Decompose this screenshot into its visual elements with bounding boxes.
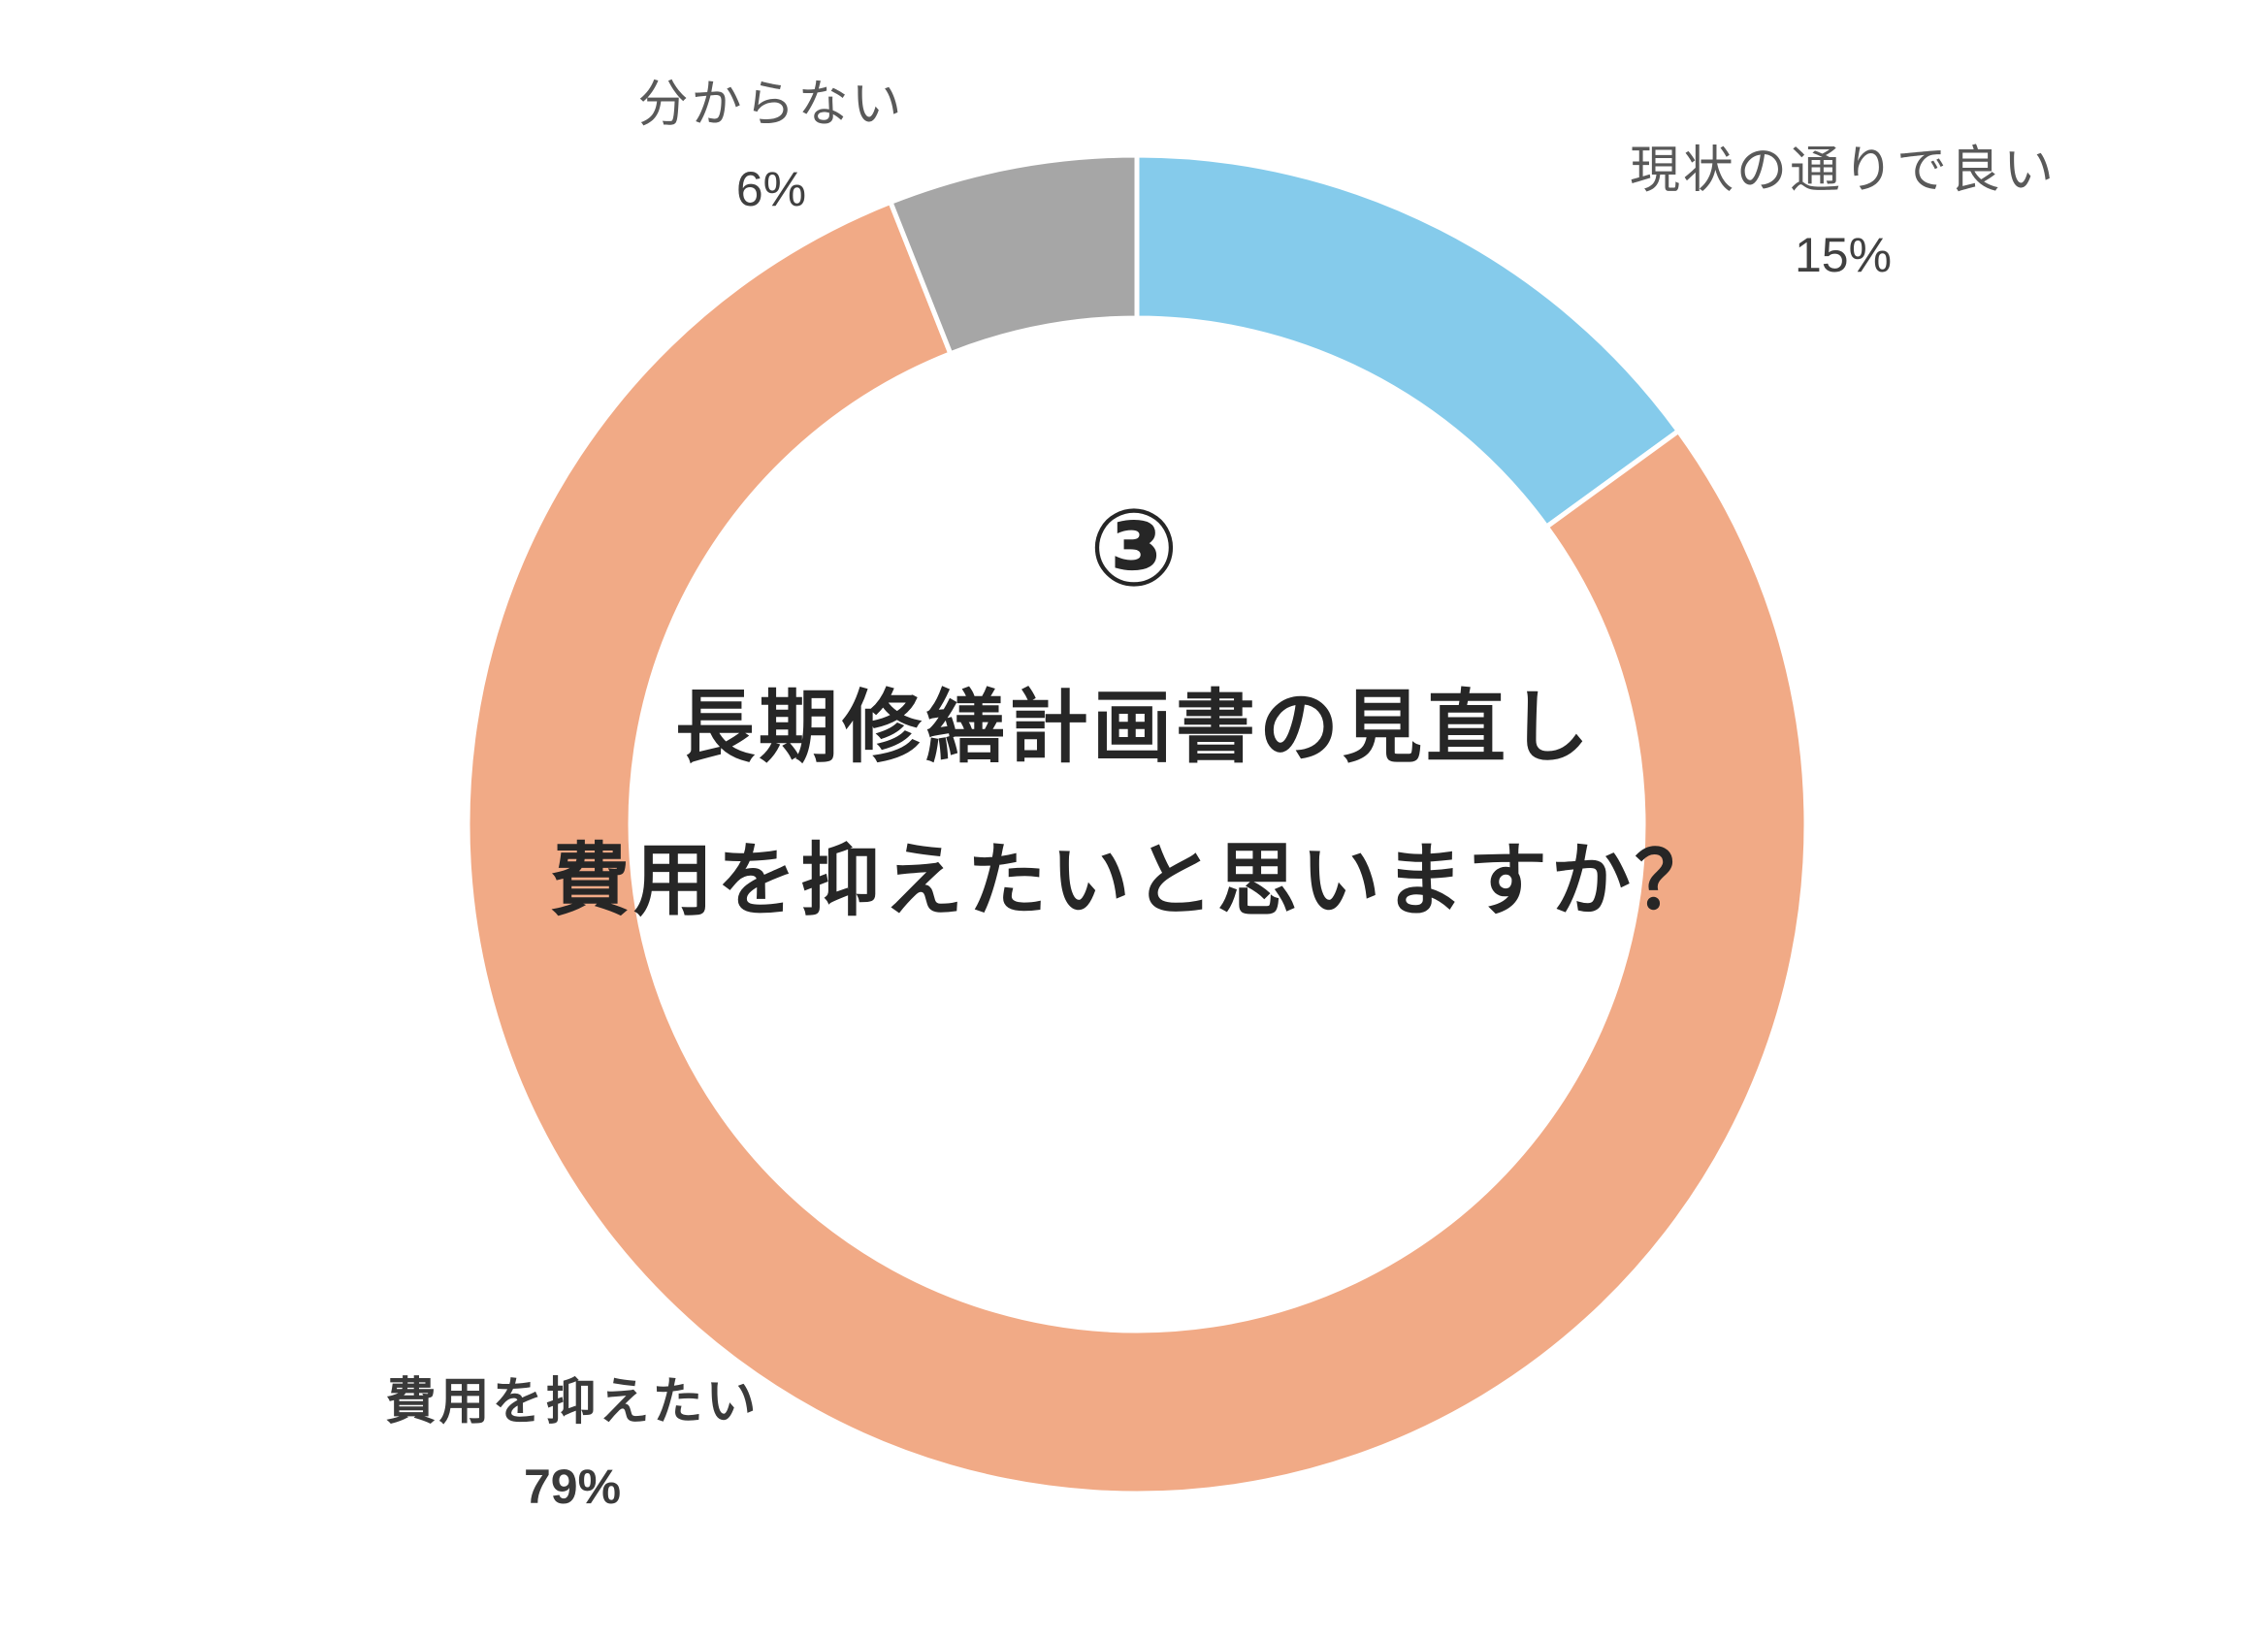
center-title-line-2: 費用を抑えたいと思いますか？: [549, 835, 1718, 927]
slice-value-label: 15%: [1794, 228, 1893, 282]
slice-label: 現状の通りで良い: [1629, 142, 2057, 200]
question-number: ③: [1088, 486, 1180, 610]
label-slice-reduce-cost: 費用を抑えたい 79%: [320, 1377, 825, 1511]
label-slice-current-ok: 現状の通りで良い 15%: [1591, 145, 2095, 279]
center-title-line-1: 長期修繕計画書の見直し: [674, 682, 1593, 774]
slice-reduce-cost: [465, 199, 1809, 1496]
slice-unknown: [887, 152, 1140, 357]
slice-label: 費用を抑えたい: [385, 1373, 760, 1431]
label-slice-unknown: 分からない 6%: [543, 80, 999, 213]
slice-label: 分からない: [637, 76, 905, 134]
slice-value-label: 79%: [523, 1460, 622, 1514]
slice-value-label: 6%: [735, 162, 807, 216]
